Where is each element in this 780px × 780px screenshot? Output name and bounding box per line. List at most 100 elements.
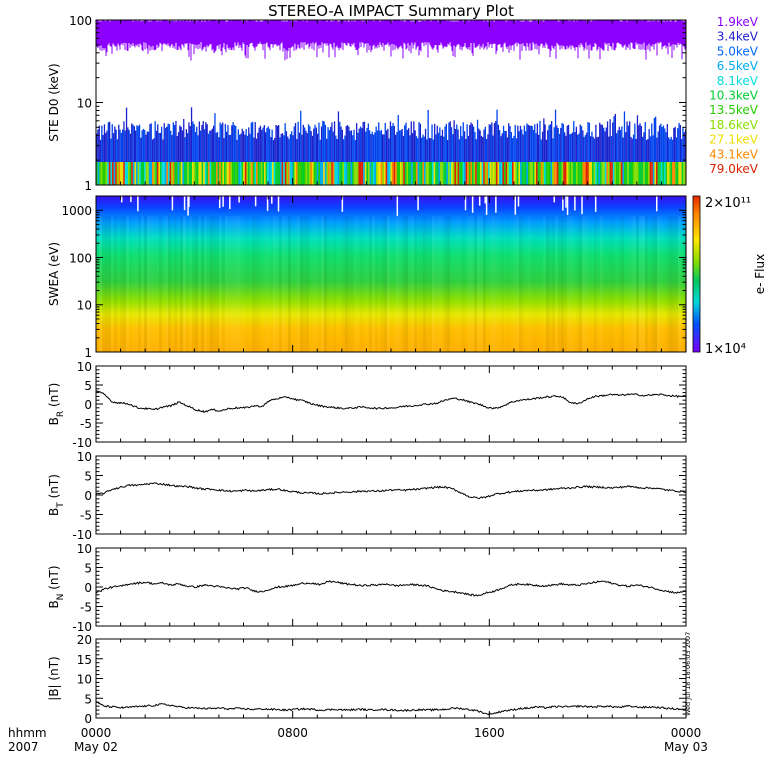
- x-header-top: hhmm: [8, 726, 47, 740]
- ste-stripe: [592, 162, 594, 185]
- ste-blue-bar: [142, 128, 145, 163]
- ste-blue-bar: [536, 123, 538, 163]
- ste-stripe: [364, 162, 367, 185]
- ste-blue-bar: [545, 139, 548, 163]
- swea-column: [588, 216, 591, 352]
- swea-column: [675, 216, 678, 352]
- ste-blue-bar: [428, 137, 431, 163]
- ste-blue-bar: [310, 131, 312, 163]
- ste-blue-bar: [205, 122, 207, 163]
- ste-blue-bar: [604, 131, 606, 163]
- swea-column: [204, 216, 207, 352]
- ste-stripe: [377, 162, 380, 185]
- y-tick-label: 1: [84, 179, 92, 193]
- y-tick-label: 1000: [61, 204, 92, 218]
- ste-stripe: [683, 162, 685, 185]
- ste-stripe: [168, 162, 170, 185]
- ste-blue-bar: [461, 136, 463, 163]
- ste-stripe: [188, 162, 191, 185]
- ste-stripe: [611, 162, 613, 185]
- ste-blue-bar: [495, 121, 497, 163]
- ste-blue-bar: [385, 130, 388, 163]
- ste-blue-bar: [600, 124, 602, 163]
- ste-blue-bar: [168, 124, 171, 163]
- ste-blue-bar: [553, 127, 555, 163]
- ste-blue-bar: [237, 129, 239, 163]
- ste-blue-bar: [488, 124, 490, 163]
- swea-spectrogram: [96, 196, 686, 352]
- ste-blue-bar: [470, 122, 472, 163]
- ste-blue-bar: [297, 121, 299, 163]
- swea-column: [486, 216, 489, 352]
- swea-column: [273, 216, 276, 352]
- ste-blue-bar: [245, 129, 247, 163]
- ste-blue-bar: [389, 121, 392, 163]
- ste-stripe: [284, 162, 287, 185]
- swea-column: [531, 216, 534, 352]
- legend-entry: 79.0keV: [709, 162, 759, 176]
- ste-stripe: [136, 162, 138, 185]
- ste-blue-bar: [318, 122, 320, 163]
- ste-blue-bar: [131, 123, 133, 163]
- swea-column: [654, 216, 657, 352]
- y-tick-label: 0: [84, 398, 92, 412]
- ste-stripe: [126, 162, 129, 185]
- ste-blue-bar: [103, 124, 106, 163]
- ste-blue-bar: [309, 126, 311, 163]
- ste-blue-bar: [253, 137, 255, 163]
- ste-stripe: [558, 162, 561, 185]
- swea-column: [537, 216, 540, 352]
- swea-column: [138, 216, 141, 352]
- swea-column: [363, 216, 366, 352]
- ste-blue-bar: [240, 133, 242, 163]
- swea-gap: [562, 196, 564, 211]
- ste-blue-bar: [583, 136, 585, 163]
- ste-stripe: [542, 162, 545, 185]
- ste-blue-bar: [203, 129, 206, 163]
- ste-stripe: [481, 162, 484, 185]
- swea-column: [105, 216, 108, 352]
- ste-blue-bar: [340, 126, 342, 163]
- ste-blue-bar: [162, 139, 164, 163]
- swea-column: [342, 216, 345, 352]
- ste-stripe: [102, 162, 105, 185]
- ste-blue-bar: [642, 136, 644, 163]
- ste-stripe: [672, 162, 674, 185]
- ste-stripe: [606, 162, 609, 185]
- ste-blue-bar: [677, 128, 679, 163]
- ste-blue-bar: [358, 128, 360, 163]
- ste-stripe: [176, 162, 178, 185]
- ste-stripe: [547, 162, 549, 185]
- swea-column: [681, 216, 684, 352]
- x-ticks: [95, 20, 687, 185]
- ste-blue-bar: [622, 137, 624, 163]
- ste-blue-bar: [439, 127, 441, 163]
- ste-stripe: [256, 162, 258, 185]
- ste-blue-bar: [603, 127, 605, 163]
- x-tick-label: 0800: [277, 726, 308, 740]
- ste-stripe: [283, 162, 285, 185]
- ste-blue-bar: [414, 130, 416, 163]
- legend-entry: 27.1keV: [709, 133, 759, 147]
- ste-stripe: [380, 162, 383, 185]
- bt-ylabel: BT (nT): [47, 474, 66, 516]
- swea-column: [165, 216, 168, 352]
- swea-column: [570, 216, 573, 352]
- ste-blue-bar: [255, 138, 258, 163]
- ste-blue-bar: [163, 123, 165, 163]
- ste-blue-bar: [153, 138, 155, 163]
- ste-blue-bar: [393, 125, 395, 163]
- ste-blue-bar: [512, 138, 514, 163]
- swea-column: [384, 216, 387, 352]
- swea-column: [207, 216, 210, 352]
- ste-stripe: [275, 162, 277, 185]
- swea-gap: [238, 196, 240, 203]
- ste-blue-bar: [669, 139, 671, 163]
- swea-column: [597, 216, 600, 352]
- ste-stripe: [441, 162, 444, 185]
- ste-blue-bar: [387, 128, 389, 163]
- ste-blue-bar: [222, 122, 224, 163]
- swea-column: [648, 216, 651, 352]
- ste-blue-bar: [346, 125, 349, 163]
